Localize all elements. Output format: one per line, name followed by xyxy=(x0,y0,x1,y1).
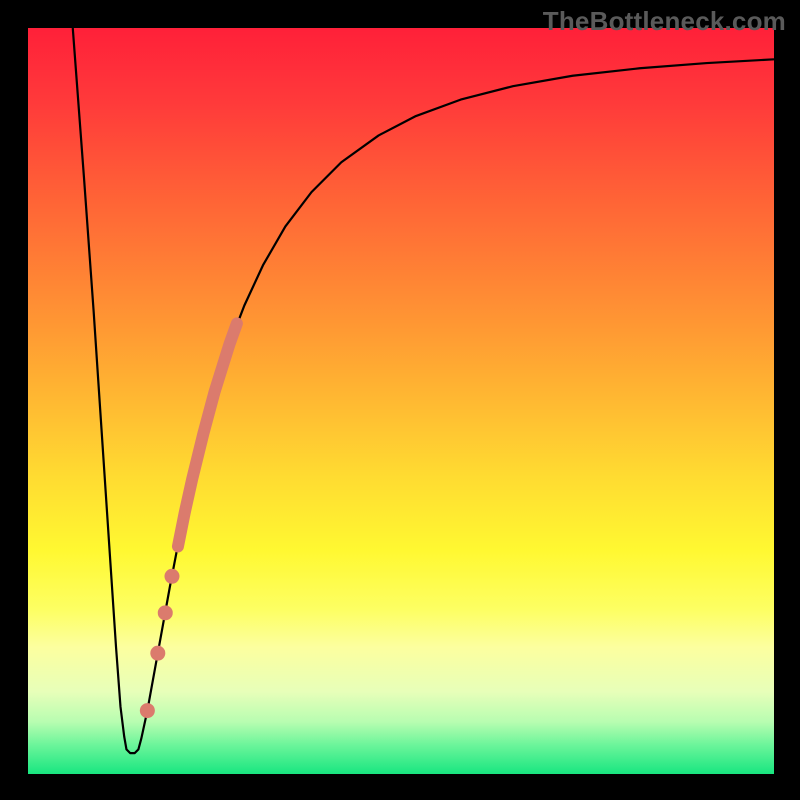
plot-area xyxy=(28,28,774,774)
plot-svg xyxy=(28,28,774,774)
highlight-dot xyxy=(158,605,173,620)
highlight-dot xyxy=(140,703,155,718)
highlight-dot xyxy=(164,569,179,584)
highlight-dot xyxy=(150,646,165,661)
chart-container: TheBottleneck.com xyxy=(0,0,800,800)
watermark-text: TheBottleneck.com xyxy=(543,6,786,37)
gradient-background xyxy=(28,28,774,774)
